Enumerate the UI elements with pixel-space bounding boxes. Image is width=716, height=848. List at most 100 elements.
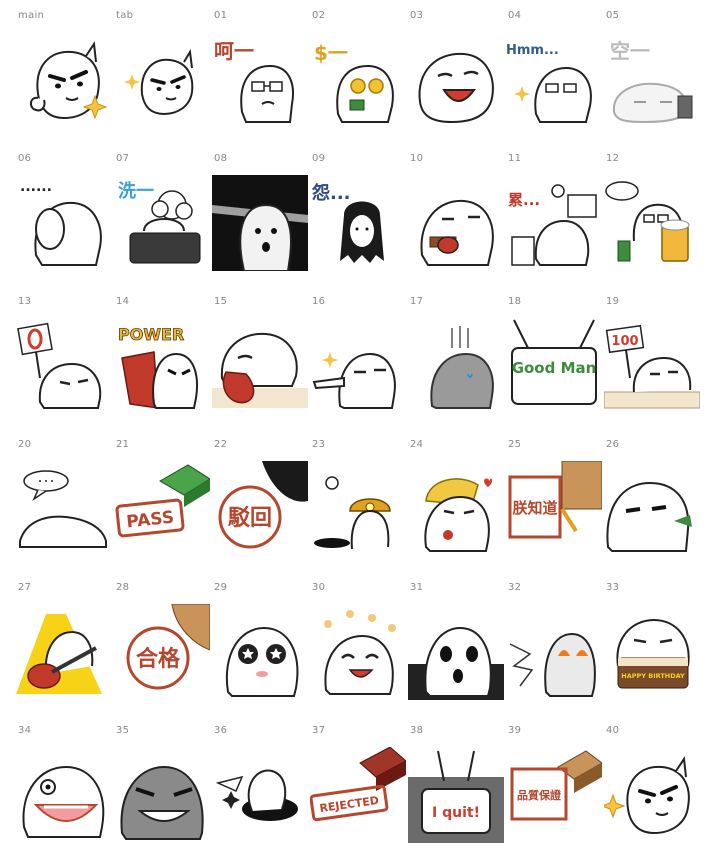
glasses-blob-heh-icon: 呵一 (212, 32, 308, 128)
sticker-tile-14[interactable]: 14 POWER (114, 296, 210, 416)
good-man-sign-icon: Good Man (506, 318, 602, 414)
sticker-tile-tab[interactable]: tab (114, 10, 210, 130)
sticker-tile-26[interactable]: 26 (604, 439, 700, 559)
sticker-tile-12[interactable]: 12 (604, 153, 700, 273)
sticker-tile-39[interactable]: 39 品質保證 (506, 725, 602, 845)
sticker-tile-07[interactable]: 07 洗一 (114, 153, 210, 273)
falling-hole-blob-icon (212, 747, 308, 843)
sticker-label: 27 (18, 582, 32, 593)
silent-blob-dots-icon: ...... (16, 175, 112, 271)
sticker-tile-33[interactable]: 33 HAPPY BIRTHDAY (604, 582, 700, 702)
smug-side-blob-icon (604, 461, 700, 557)
sticker-tile-06[interactable]: 06 ...... (16, 153, 112, 273)
sticker-label: 37 (312, 725, 326, 736)
sticker-label: 23 (312, 439, 326, 450)
gloomy-gray-blob-icon (408, 318, 504, 414)
sticker-tile-03[interactable]: 03 (408, 10, 504, 130)
sticker-caption: HAPPY BIRTHDAY (621, 672, 685, 680)
sticker-tile-34[interactable]: 34 (16, 725, 112, 845)
sticker-tile-05[interactable]: 05 空一 (604, 10, 700, 130)
sticker-tile-11[interactable]: 11 累... (506, 153, 602, 273)
sticker-tile-38[interactable]: 38 I quit! (408, 725, 504, 845)
fire-eyes-blob-icon (506, 604, 602, 700)
sticker-tile-29[interactable]: 29 (212, 582, 308, 702)
smug-blob-sparkle-icon (16, 32, 112, 128)
sticker-tile-24[interactable]: 24 (408, 439, 504, 559)
sticker-caption: $一 (314, 41, 348, 65)
sticker-tile-09[interactable]: 09 怨... (310, 153, 406, 273)
birthday-cake-blob-icon: HAPPY BIRTHDAY (604, 604, 700, 700)
sticker-label: main (18, 10, 45, 21)
empty-sleepy-blob-icon: 空一 (604, 32, 700, 128)
sticker-tile-main[interactable]: main (16, 10, 112, 130)
sticker-tile-16[interactable]: 16 (310, 296, 406, 416)
miner-helmet-blob-icon (310, 461, 406, 557)
tired-office-blob-icon: 累... (506, 175, 602, 271)
sticker-label: 20 (18, 439, 32, 450)
sticker-label: 36 (214, 725, 228, 736)
qualified-stamp-icon: 合格 (114, 604, 210, 700)
sticker-tile-35[interactable]: 35 (114, 725, 210, 845)
sticker-label: 16 (312, 296, 326, 307)
sticker-tile-17[interactable]: 17 (408, 296, 504, 416)
sticker-tile-04[interactable]: 04 Hmm... (506, 10, 602, 130)
sticker-label: 40 (606, 725, 620, 736)
guitar-rock-blob-icon (16, 604, 112, 700)
sticker-label: 31 (410, 582, 424, 593)
sticker-label: 15 (214, 296, 228, 307)
sticker-tile-18[interactable]: 18 Good Man (506, 296, 602, 416)
sticker-label: 14 (116, 296, 130, 307)
sticker-label: 22 (214, 439, 228, 450)
money-eyes-blob-icon: $一 (310, 32, 406, 128)
sticker-caption: PASS (125, 508, 175, 533)
melted-blob-speech-icon (16, 461, 112, 557)
sticker-caption: 累... (508, 191, 540, 209)
sticker-caption: 呵一 (214, 39, 254, 63)
shocked-spotlight-blob-icon (408, 604, 504, 700)
sticker-tile-21[interactable]: 21 PASS (114, 439, 210, 559)
sticker-tile-25[interactable]: 25 朕知道 (506, 439, 602, 559)
i-quit-sign-icon: I quit! (408, 747, 504, 843)
sticker-label: 38 (410, 725, 424, 736)
sticker-label: 08 (214, 153, 228, 164)
rose-romantic-blob-icon (408, 461, 504, 557)
shocked-blob-dark-icon (212, 175, 308, 271)
star-eyes-blob-icon (212, 604, 308, 700)
sticker-tile-10[interactable]: 10 (408, 153, 504, 273)
sticker-tile-19[interactable]: 19 100 (604, 296, 700, 416)
sticker-label: 30 (312, 582, 326, 593)
sticker-tile-30[interactable]: 30 (310, 582, 406, 702)
sticker-tile-37[interactable]: 37 REJECTED (310, 725, 406, 845)
sticker-label: 24 (410, 439, 424, 450)
sticker-tile-40[interactable]: 40 (604, 725, 700, 845)
sticker-label: tab (116, 10, 134, 21)
sticker-tile-23[interactable]: 23 (310, 439, 406, 559)
smug-blob-sparkle-repeat-icon (604, 747, 700, 843)
sticker-tile-15[interactable]: 15 (212, 296, 308, 416)
sticker-tile-36[interactable]: 36 (212, 725, 308, 845)
sticker-label: 02 (312, 10, 326, 21)
sticker-caption: 駁回 (228, 505, 272, 531)
sticker-tile-28[interactable]: 28 合格 (114, 582, 210, 702)
sticker-tile-27[interactable]: 27 (16, 582, 112, 702)
sticker-tile-02[interactable]: 02 $一 (310, 10, 406, 130)
screaming-blob-icon (16, 747, 112, 843)
sticker-label: 07 (116, 153, 130, 164)
sticker-tile-32[interactable]: 32 (506, 582, 602, 702)
sticker-tile-08[interactable]: 08 (212, 153, 308, 273)
sticker-label: 10 (410, 153, 424, 164)
sticker-label: 06 (18, 153, 32, 164)
pass-stamp-icon: PASS (114, 461, 210, 557)
sticker-tile-13[interactable]: 13 (16, 296, 112, 416)
sticker-tile-01[interactable]: 01 呵一 (212, 10, 308, 130)
sticker-caption: I quit! (432, 805, 480, 821)
sticker-tile-20[interactable]: 20 (16, 439, 112, 559)
sticker-tile-22[interactable]: 22 駁回 (212, 439, 308, 559)
pointing-blob-icon (310, 318, 406, 414)
sticker-label: 03 (410, 10, 424, 21)
smug-blob-sparkle-small-icon (114, 32, 210, 128)
hundred-score-sign-blob-icon: 100 (604, 318, 700, 414)
sticker-label: 13 (18, 296, 32, 307)
sticker-caption: Good Man (512, 359, 597, 377)
sticker-tile-31[interactable]: 31 (408, 582, 504, 702)
